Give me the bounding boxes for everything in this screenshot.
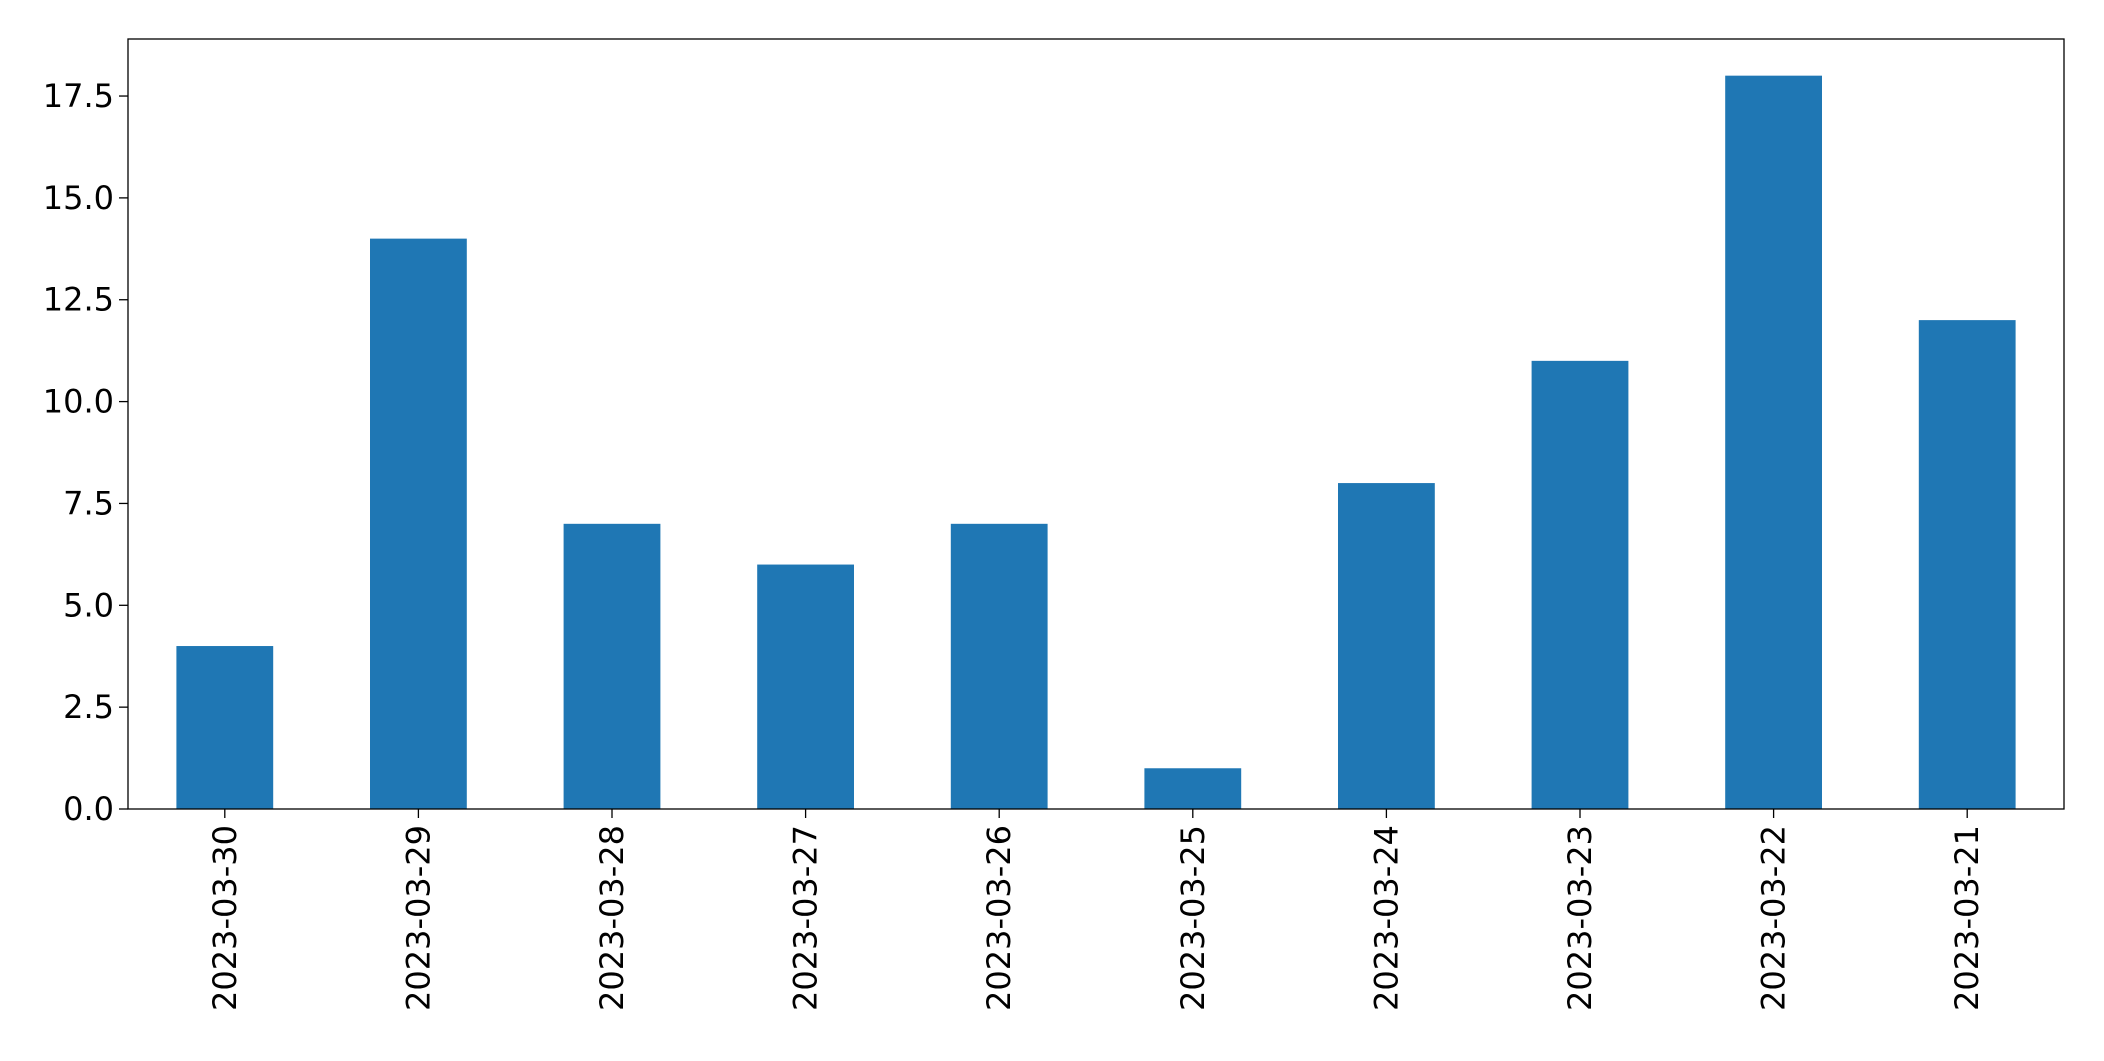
x-tick-label: 2023-03-26	[980, 825, 1018, 1011]
x-tick-label: 2023-03-25	[1174, 825, 1212, 1011]
y-tick-label: 2.5	[63, 688, 114, 726]
x-tick-label: 2023-03-29	[399, 825, 437, 1011]
y-tick-label: 12.5	[43, 281, 114, 319]
plot-frame	[127, 38, 2065, 810]
bar	[757, 564, 854, 809]
bar	[1725, 75, 1822, 809]
x-tick-label: 2023-03-30	[206, 825, 244, 1011]
bar	[950, 523, 1048, 809]
y-tick-label: 5.0	[63, 586, 114, 624]
bar	[1144, 768, 1242, 809]
x-tick-label: 2023-03-22	[1755, 825, 1793, 1011]
bar	[1918, 320, 2016, 809]
bar	[1531, 360, 1629, 809]
y-tick-label: 10.0	[43, 383, 114, 421]
x-tick-label: 2023-03-27	[787, 825, 825, 1011]
y-tick-label: 17.5	[43, 77, 114, 115]
bar	[176, 646, 274, 809]
x-tick-label: 2023-03-23	[1561, 825, 1599, 1011]
x-tick-label: 2023-03-28	[593, 825, 631, 1011]
y-tick-label: 0.0	[63, 790, 114, 828]
bar	[563, 523, 661, 809]
x-tick-label: 2023-03-24	[1367, 825, 1405, 1011]
x-tick-label: 2023-03-21	[1948, 825, 1986, 1011]
bar	[370, 238, 467, 809]
y-tick-label: 15.0	[43, 179, 114, 217]
bar	[1338, 483, 1435, 809]
y-tick-label: 7.5	[63, 484, 114, 522]
